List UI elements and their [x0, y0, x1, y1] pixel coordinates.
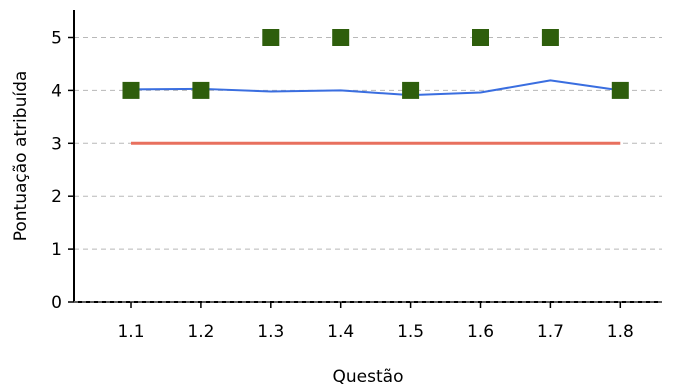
x-tick-labels: 1.1 1.2 1.3 1.4 1.5 1.6 1.7 1.8 [117, 302, 634, 342]
data-point [122, 81, 140, 99]
x-axis-title: Questão [333, 367, 404, 387]
y-axis-title: Pontuação atribuída [11, 71, 31, 242]
y-tick-labels: 0 1 2 3 4 5 [51, 29, 74, 313]
series-group [122, 29, 629, 145]
data-point [402, 81, 420, 99]
x-tick-label: 1.3 [257, 322, 284, 342]
x-tick-label: 1.7 [537, 322, 564, 342]
y-tick-label: 3 [51, 134, 62, 154]
data-point [472, 29, 489, 46]
x-tick-label: 1.8 [607, 322, 634, 342]
x-tick-label: 1.2 [187, 322, 214, 342]
y-tick-label: 0 [51, 293, 62, 313]
data-point [262, 29, 280, 46]
y-tick-label: 2 [51, 187, 62, 207]
axes [73, 10, 662, 303]
y-tick-label: 5 [51, 29, 62, 49]
data-point [332, 29, 350, 46]
y-tick-label: 1 [51, 240, 62, 260]
series-line-0 [130, 79, 621, 97]
x-tick-label: 1.1 [117, 322, 144, 342]
x-tick-label: 1.6 [467, 322, 494, 342]
data-point [541, 29, 559, 46]
data-point [611, 81, 629, 99]
x-tick-label: 1.5 [397, 322, 424, 342]
data-point [192, 81, 210, 99]
y-tick-label: 4 [51, 81, 62, 101]
x-tick-label: 1.4 [327, 322, 354, 342]
